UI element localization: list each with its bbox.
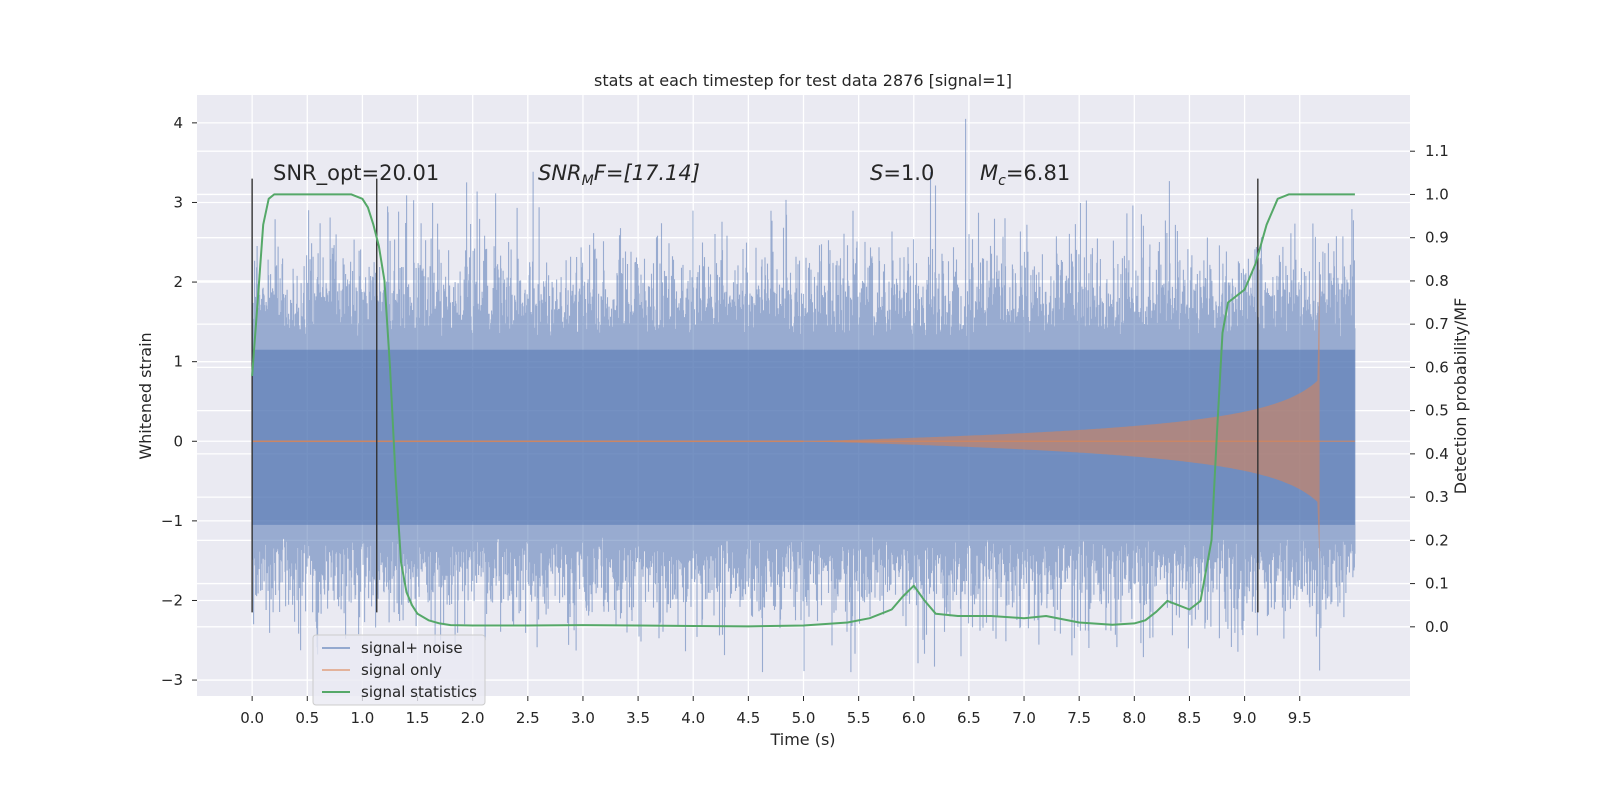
x-tick-label: 1.5 [406, 709, 430, 727]
x-tick-label: 0.0 [240, 709, 264, 727]
y2-tick-label: 0.0 [1425, 618, 1449, 636]
y2-tick-label: 0.6 [1425, 358, 1449, 376]
x-tick-label: 1.0 [350, 709, 374, 727]
y2-axis-label: Detection probability/MF [1451, 298, 1470, 495]
y-tick-label: −2 [161, 591, 183, 609]
annotation-mc-base: M [980, 161, 998, 185]
x-tick-label: 9.5 [1288, 709, 1312, 727]
statistics-line [251, 193, 1355, 628]
y2-tick-label: 0.1 [1425, 575, 1449, 593]
y-tick-label: 0 [173, 432, 183, 450]
x-tick-label: 7.5 [1067, 709, 1091, 727]
legend-label-signal-plus-noise: signal+ noise [361, 639, 463, 657]
x-tick-label: 2.5 [516, 709, 540, 727]
legend-label-signal-statistics: signal statistics [361, 683, 477, 701]
vertical-marker-lines [251, 178, 1259, 613]
annotation-mc-sub: c [998, 173, 1006, 189]
y2-tick-label: 0.9 [1425, 229, 1449, 247]
y2-tick-label: 1.1 [1425, 142, 1449, 160]
x-axis-label: Time (s) [769, 730, 835, 749]
x-tick-label: 6.0 [902, 709, 926, 727]
series-signal-statistics [251, 193, 1355, 628]
y-tick-label: 1 [173, 353, 183, 371]
x-tick-label: 2.0 [461, 709, 485, 727]
x-tick-label: 3.5 [626, 709, 650, 727]
series-signal-only [252, 266, 1355, 565]
annotation-snr-mf: SNRMF=[17.14] [538, 161, 700, 189]
y2-tick-label: 0.3 [1425, 488, 1449, 506]
x-tick-label: 5.0 [792, 709, 816, 727]
legend-label-signal-only: signal only [361, 661, 442, 679]
x-tick-label: 6.5 [957, 709, 981, 727]
y2-tick-label: 0.4 [1425, 445, 1449, 463]
legend-box [312, 634, 486, 706]
x-tick-label: 7.0 [1012, 709, 1036, 727]
y2-tick-label: 0.5 [1425, 402, 1449, 420]
y-tick-label: −1 [161, 512, 183, 530]
y-axis-ticks: 4 3 2 1 0 −1 −2 −3 [161, 114, 197, 689]
annotation-mc-val: =6.81 [1006, 161, 1070, 185]
y-tick-label: 4 [173, 114, 183, 132]
y-axis-label: Whitened strain [136, 332, 155, 459]
annotation-s-val: =1.0 [883, 161, 934, 185]
y-tick-label: 3 [173, 193, 183, 211]
annotation-snr-mf-rest: F=[17.14] [594, 161, 700, 185]
annotation-s-var: S [870, 161, 883, 185]
x-tick-label: 8.5 [1178, 709, 1202, 727]
legend: signal+ noise signal only signal statist… [312, 634, 486, 706]
x-tick-label: 8.0 [1122, 709, 1146, 727]
y-tick-label: −3 [161, 671, 183, 689]
annotation-snr-mf-base: SNR [538, 161, 582, 185]
x-tick-label: 3.0 [571, 709, 595, 727]
annotation-s: S=1.0 [870, 161, 934, 185]
annotation-mc: Mc=6.81 [980, 161, 1070, 189]
x-tick-label: 0.5 [295, 709, 319, 727]
y2-tick-label: 0.8 [1425, 272, 1449, 290]
x-axis-ticks: 0.0 0.5 1.0 1.5 2.0 2.5 3.0 3.5 4.0 4.5 5.0 5.5 6.0 6… [240, 696, 1312, 727]
x-tick-label: 5.5 [847, 709, 871, 727]
x-tick-label: 4.5 [736, 709, 760, 727]
y2-tick-label: 0.2 [1425, 531, 1449, 549]
y2-tick-label: 0.7 [1425, 315, 1449, 333]
x-tick-label: 4.0 [681, 709, 705, 727]
annotation-snr-mf-sub: M [582, 173, 594, 189]
annotation-snr-opt: SNR_opt=20.01 [273, 161, 439, 186]
chart-title: stats at each timestep for test data 287… [594, 71, 1012, 90]
y2-tick-label: 1.0 [1425, 185, 1449, 203]
x-tick-label: 9.0 [1233, 709, 1257, 727]
y-tick-label: 2 [173, 273, 183, 291]
y2-axis-ticks: 1.1 1.0 0.9 0.8 0.7 0.6 0.5 0.4 0.3 0.2 0.1 0.0 [1410, 142, 1449, 636]
